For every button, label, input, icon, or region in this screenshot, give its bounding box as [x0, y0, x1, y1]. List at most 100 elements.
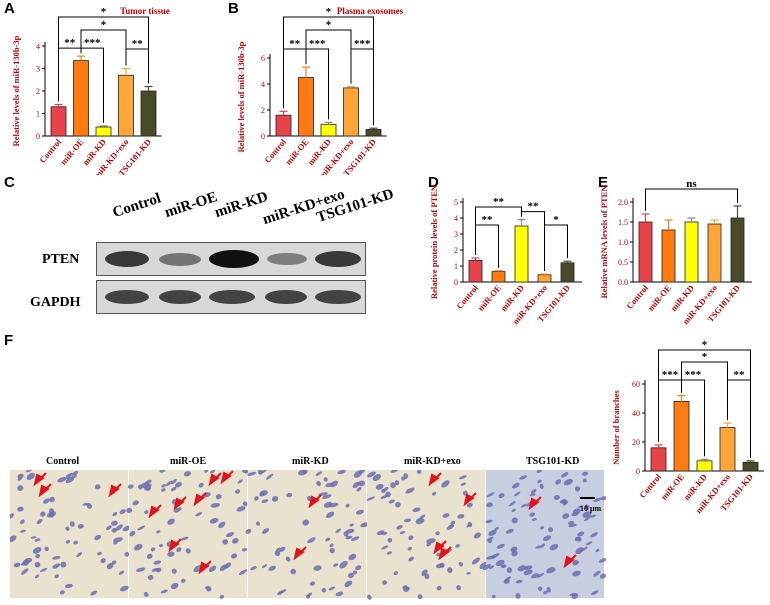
- blot-band: [105, 251, 149, 267]
- cell-nucleus: [198, 482, 204, 488]
- y-tick-label: 1.0: [618, 238, 628, 247]
- panel-letter-b: B: [228, 0, 239, 17]
- red-arrow: [208, 472, 222, 487]
- cell-nucleus: [170, 478, 177, 485]
- bar: [537, 274, 552, 283]
- micrograph-title-control: Control: [46, 456, 80, 467]
- cell-nucleus: [325, 511, 335, 519]
- y-tick-label: 0: [261, 132, 265, 141]
- bar: [298, 77, 314, 137]
- bar: [118, 74, 134, 137]
- bar: [50, 106, 67, 137]
- cell-nucleus: [40, 511, 46, 517]
- cell-nucleus: [514, 491, 521, 497]
- cell-nucleus: [10, 513, 15, 519]
- red-arrow: [33, 472, 47, 487]
- cell-nucleus: [57, 477, 67, 483]
- y-tick-label: 2.0: [618, 198, 628, 207]
- cell-nucleus: [72, 470, 79, 476]
- blot-band: [105, 290, 149, 304]
- significance-label: **: [289, 38, 301, 50]
- y-tick-label: 0: [454, 278, 458, 287]
- cell-nucleus: [236, 506, 246, 512]
- cell-nucleus: [119, 509, 126, 514]
- cell-nucleus: [584, 504, 590, 510]
- cell-nucleus: [593, 497, 602, 503]
- cell-nucleus: [127, 484, 134, 489]
- bar: [365, 129, 382, 137]
- cell-nucleus: [508, 501, 516, 507]
- red-arrow: [308, 494, 322, 509]
- cell-nucleus: [512, 482, 520, 489]
- blot-band: [315, 290, 361, 304]
- blot-band: [315, 251, 361, 267]
- cell-nucleus: [358, 480, 366, 487]
- cell-nucleus: [170, 486, 177, 492]
- y-tick-label: 1.5: [618, 218, 628, 227]
- cell-nucleus: [112, 512, 118, 517]
- cell-nucleus: [574, 486, 581, 492]
- cell-nucleus: [432, 491, 437, 496]
- blot-row-pten: [96, 242, 366, 276]
- significance-label: *: [702, 351, 708, 363]
- bar: [140, 90, 157, 137]
- bar: [719, 427, 736, 472]
- cell-nucleus: [403, 473, 409, 479]
- cell-nucleus: [254, 496, 259, 501]
- cell-nucleus: [144, 483, 152, 491]
- micrograph-title-mir-kd-exo: miR-KD+exo: [404, 456, 461, 467]
- cell-nucleus: [337, 470, 346, 475]
- cell-nucleus: [26, 472, 36, 481]
- y-tick-label: 0: [636, 467, 640, 476]
- cell-nucleus: [366, 471, 376, 478]
- significance-label: ***: [84, 37, 101, 49]
- cell-nucleus: [17, 485, 24, 492]
- cell-nucleus: [372, 473, 381, 482]
- cell-nucleus: [529, 493, 536, 497]
- panel-letter-a: A: [4, 0, 15, 17]
- significance-bracket: [283, 16, 374, 126]
- significance-label: ***: [685, 369, 702, 381]
- cell-nucleus: [175, 481, 182, 488]
- cell-nucleus: [537, 479, 542, 484]
- cell-nucleus: [582, 478, 587, 483]
- y-axis-label: Relative levels of miR-130b-3p: [236, 41, 246, 152]
- bar: [343, 87, 359, 137]
- significance-label: **: [734, 369, 746, 381]
- red-arrow: [148, 504, 162, 519]
- cell-nucleus: [383, 487, 389, 492]
- significance-label: **: [528, 201, 540, 213]
- lane-label-mir-oe: miR-OE: [162, 189, 220, 222]
- cell-nucleus: [366, 496, 376, 501]
- panel-letter-e: E: [598, 174, 609, 191]
- y-tick-label: 1: [454, 262, 458, 271]
- significance-label: *: [326, 19, 332, 31]
- cell-nucleus: [183, 471, 191, 477]
- cell-nucleus: [511, 508, 516, 512]
- significance-label: *: [101, 6, 107, 18]
- y-tick-label: 0.5: [618, 258, 628, 267]
- cell-nucleus: [530, 488, 537, 494]
- cell-nucleus: [520, 503, 527, 508]
- y-tick-label: 3: [36, 65, 40, 74]
- cell-nucleus: [70, 474, 77, 479]
- panel-letter-c: C: [4, 174, 15, 191]
- cell-nucleus: [457, 514, 465, 519]
- cell-nucleus: [486, 492, 495, 498]
- cell-nucleus: [417, 470, 422, 474]
- bar: [730, 217, 745, 283]
- cell-nucleus: [82, 502, 89, 506]
- y-tick-label: 4: [36, 42, 40, 51]
- bar: [514, 225, 529, 283]
- cell-nucleus: [173, 507, 182, 513]
- bar: [661, 229, 676, 283]
- cell-nucleus: [560, 472, 569, 478]
- y-axis-label: Number of branches: [611, 390, 621, 465]
- cell-nucleus: [259, 490, 268, 497]
- blot-band: [209, 250, 259, 268]
- panel-letter-f: F: [4, 332, 14, 349]
- cell-nucleus: [498, 493, 505, 499]
- cell-nucleus: [466, 502, 473, 508]
- cell-nucleus: [161, 488, 166, 492]
- cell-nucleus: [210, 470, 215, 474]
